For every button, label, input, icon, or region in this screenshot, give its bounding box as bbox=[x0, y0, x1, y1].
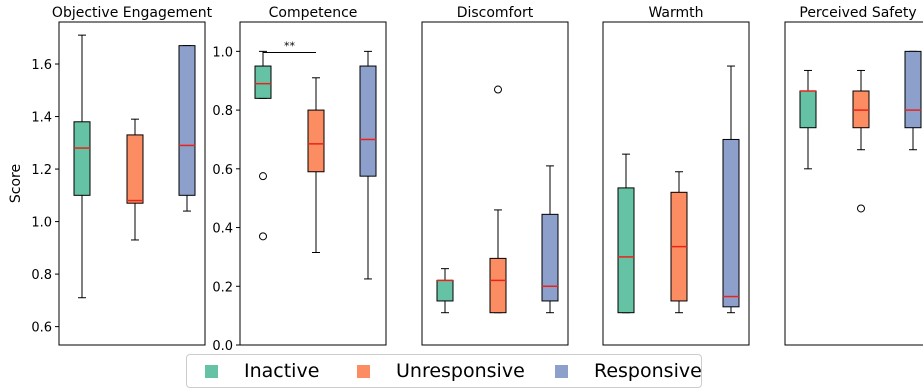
outlier-point bbox=[259, 172, 267, 181]
outlier-point bbox=[857, 204, 865, 213]
box-responsive bbox=[359, 50, 377, 280]
chart-title: Objective Engagement bbox=[52, 5, 213, 21]
box-body bbox=[178, 45, 196, 196]
y-tick-label: 0.6 bbox=[212, 163, 233, 178]
panel-warmth: Warmth bbox=[602, 5, 750, 346]
box-responsive bbox=[722, 65, 740, 314]
chart-title: Perceived Safety bbox=[799, 5, 916, 21]
legend-swatch-responsive bbox=[555, 364, 568, 378]
y-tick-label: 0.8 bbox=[31, 268, 52, 283]
box-body bbox=[541, 213, 559, 302]
y-tick-label: 0.6 bbox=[31, 321, 52, 336]
panel-discomfort: Discomfort bbox=[421, 5, 569, 346]
y-tick-label: 0.4 bbox=[212, 222, 233, 237]
plot-frame bbox=[784, 21, 923, 346]
box-responsive bbox=[541, 165, 559, 314]
chart-title: Discomfort bbox=[457, 5, 534, 21]
outlier-point bbox=[494, 85, 502, 94]
box-body bbox=[73, 121, 91, 196]
box-inactive bbox=[436, 268, 454, 314]
box-inactive bbox=[254, 50, 272, 241]
box-body bbox=[436, 279, 454, 302]
box-unresponsive bbox=[489, 85, 507, 314]
box-body bbox=[254, 65, 272, 99]
box-body bbox=[904, 50, 922, 129]
y-tick-label: 0.0 bbox=[212, 339, 233, 354]
y-tick-label: 0.2 bbox=[212, 280, 233, 295]
box-body bbox=[307, 109, 325, 173]
legend-swatch-unresponsive bbox=[357, 364, 370, 378]
box-body bbox=[617, 187, 635, 314]
box-inactive bbox=[799, 69, 817, 170]
y-tick-label: 1.6 bbox=[31, 58, 52, 73]
box-responsive bbox=[178, 45, 196, 212]
legend-label-responsive: Responsive bbox=[594, 360, 702, 382]
panel-objective-engagement: Objective Engagement 0.6 0.8 1.0 1.2 1.4 1.6 Sc… bbox=[8, 5, 213, 346]
box-body bbox=[722, 138, 740, 308]
box-unresponsive bbox=[126, 118, 144, 241]
box-body bbox=[489, 257, 507, 314]
box-responsive bbox=[904, 50, 922, 151]
plot-frame bbox=[602, 21, 750, 346]
box-unresponsive bbox=[670, 171, 688, 314]
box-body bbox=[359, 65, 377, 177]
panel-competence: Competence 0.0 0.2 0.4 0.6 0.8 1.0 ** bbox=[212, 5, 387, 354]
chart-title: Warmth bbox=[648, 5, 703, 21]
significance-label: ** bbox=[284, 39, 296, 52]
legend: Inactive Unresponsive Responsive bbox=[186, 354, 702, 388]
box-body bbox=[799, 90, 817, 129]
box-unresponsive bbox=[307, 77, 325, 254]
y-tick-label: 1.4 bbox=[31, 111, 52, 126]
legend-label-inactive: Inactive bbox=[244, 360, 320, 382]
y-tick-label: 1.2 bbox=[31, 163, 52, 178]
plot-frame bbox=[239, 21, 387, 346]
plot-frame bbox=[58, 21, 206, 346]
box-inactive bbox=[73, 34, 91, 299]
box-inactive bbox=[617, 153, 635, 314]
chart-title: Competence bbox=[269, 5, 358, 21]
legend-item-inactive: Inactive bbox=[205, 355, 319, 387]
panel-perceived-safety: Perceived Safety bbox=[784, 5, 923, 346]
legend-swatch-inactive bbox=[205, 364, 218, 378]
outlier-point bbox=[259, 232, 267, 241]
y-tick-label: 0.8 bbox=[212, 104, 233, 119]
y-tick-label: 1.0 bbox=[212, 45, 233, 60]
legend-item-unresponsive: Unresponsive bbox=[357, 355, 525, 387]
legend-item-responsive: Responsive bbox=[555, 355, 702, 387]
plot-frame bbox=[421, 21, 569, 346]
box-body bbox=[126, 134, 144, 204]
legend-label-unresponsive: Unresponsive bbox=[396, 360, 525, 382]
box-unresponsive bbox=[852, 69, 870, 213]
y-axis-label: Score bbox=[8, 164, 24, 203]
y-tick-label: 1.0 bbox=[31, 216, 52, 231]
